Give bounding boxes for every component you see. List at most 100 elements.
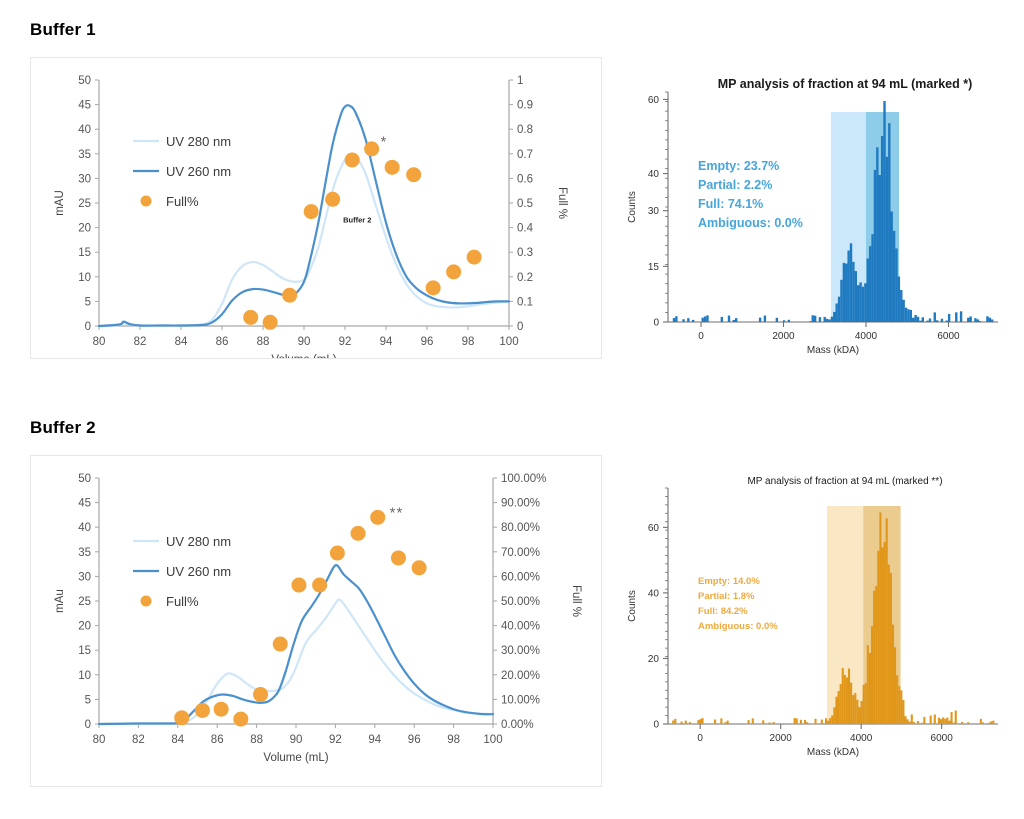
svg-text:92: 92 — [339, 336, 352, 348]
svg-text:Counts: Counts — [627, 590, 638, 622]
svg-text:20: 20 — [648, 654, 660, 665]
svg-text:60: 60 — [648, 95, 660, 106]
svg-text:6000: 6000 — [937, 331, 960, 342]
svg-text:90: 90 — [290, 734, 303, 746]
svg-text:30: 30 — [78, 571, 91, 583]
svg-text:82: 82 — [134, 336, 147, 348]
svg-text:10: 10 — [78, 272, 91, 284]
svg-text:2000: 2000 — [772, 331, 795, 342]
svg-text:35: 35 — [78, 547, 91, 559]
svg-text:86: 86 — [216, 336, 229, 348]
svg-text:4000: 4000 — [855, 331, 878, 342]
svg-text:15: 15 — [78, 645, 91, 657]
svg-text:0: 0 — [517, 321, 523, 333]
svg-text:0.9: 0.9 — [517, 100, 533, 112]
svg-text:MP analysis of fraction at 94: MP analysis of fraction at 94 mL (marked… — [718, 77, 973, 91]
svg-text:92: 92 — [329, 734, 342, 746]
svg-text:0: 0 — [653, 720, 659, 731]
svg-text:Counts: Counts — [627, 191, 638, 223]
svg-text:10: 10 — [78, 670, 91, 682]
svg-text:2000: 2000 — [770, 733, 793, 744]
chromatogram-panel-buffer-1: 0 5 10 15 20 25 30 35 40 45 50 0 0.1 0.2 0.3 0.4 0.5 0.6 0… — [30, 57, 602, 359]
svg-text:40.00%: 40.00% — [501, 621, 540, 633]
svg-text:50: 50 — [78, 75, 91, 87]
svg-text:Full %: Full % — [556, 187, 568, 219]
svg-text:45: 45 — [78, 498, 91, 510]
chromatogram-panel-buffer-2: 0 5 10 15 20 25 30 35 40 45 50 0.00% 10.00% 20.00% 30.… — [30, 455, 602, 787]
mp-chart-buffer-2: MP analysis of fraction at 94 mL (marked… — [627, 476, 998, 758]
svg-text:Empty: 23.7%: Empty: 23.7% — [698, 159, 779, 173]
svg-text:25: 25 — [78, 596, 91, 608]
svg-text:100: 100 — [483, 734, 502, 746]
mp-chart-buffer-1: MP analysis of fraction at 94 mL (marked… — [627, 77, 998, 356]
svg-text:20: 20 — [78, 621, 91, 633]
svg-text:Mass (kDA): Mass (kDA) — [807, 747, 859, 758]
svg-text:40: 40 — [648, 169, 660, 180]
chromatogram-chart-buffer-2: 0 5 10 15 20 25 30 35 40 45 50 0.00% 10.00% 20.00% 30.… — [54, 473, 582, 764]
svg-text:UV 280 nm: UV 280 nm — [166, 534, 231, 549]
svg-text:94: 94 — [368, 734, 381, 746]
svg-text:MP analysis of fraction at 94: MP analysis of fraction at 94 mL (marked… — [747, 476, 942, 487]
svg-text:Empty: 14.0%: Empty: 14.0% — [698, 576, 760, 587]
svg-text:Mass (kDA): Mass (kDA) — [807, 345, 859, 356]
svg-text:5: 5 — [85, 296, 91, 308]
section-heading-buffer-2: Buffer 2 — [30, 418, 96, 437]
svg-text:84: 84 — [171, 734, 184, 746]
svg-text:30: 30 — [78, 173, 91, 185]
svg-text:60.00%: 60.00% — [501, 571, 540, 583]
svg-text:0: 0 — [85, 321, 91, 333]
svg-text:Buffer 2: Buffer 2 — [343, 216, 371, 225]
svg-text:40: 40 — [78, 522, 91, 534]
svg-text:Volume (mL): Volume (mL) — [271, 354, 336, 358]
svg-text:Full %: Full % — [570, 585, 582, 617]
svg-text:Partial: 1.8%: Partial: 1.8% — [698, 591, 755, 602]
svg-text:Volume (mL): Volume (mL) — [263, 752, 328, 764]
svg-text:Partial: 2.2%: Partial: 2.2% — [698, 178, 772, 192]
svg-text:6000: 6000 — [931, 733, 954, 744]
svg-text:82: 82 — [132, 734, 145, 746]
svg-text:0: 0 — [697, 733, 703, 744]
svg-text:20: 20 — [78, 223, 91, 235]
svg-text:mAu: mAu — [54, 589, 66, 613]
svg-text:86: 86 — [211, 734, 224, 746]
svg-text:40: 40 — [648, 588, 660, 599]
svg-text:Ambiguous: 0.0%: Ambiguous: 0.0% — [698, 621, 778, 632]
svg-text:40: 40 — [78, 124, 91, 136]
svg-text:0.3: 0.3 — [517, 247, 533, 259]
svg-text:0: 0 — [698, 331, 704, 342]
svg-text:1: 1 — [517, 75, 523, 87]
svg-text:35: 35 — [78, 149, 91, 161]
svg-text:25: 25 — [78, 198, 91, 210]
svg-text:94: 94 — [380, 336, 393, 348]
svg-text:4000: 4000 — [850, 733, 873, 744]
svg-text:88: 88 — [257, 336, 270, 348]
svg-text:Full%: Full% — [166, 194, 199, 209]
mp-panel-buffer-1: MP analysis of fraction at 94 mL (marked… — [620, 70, 1020, 360]
svg-text:100: 100 — [499, 336, 518, 348]
svg-text:Full%: Full% — [166, 594, 199, 609]
svg-text:20.00%: 20.00% — [501, 670, 540, 682]
svg-text:Full: 84.2%: Full: 84.2% — [698, 606, 748, 617]
svg-text:UV 280 nm: UV 280 nm — [166, 134, 231, 149]
svg-text:15: 15 — [648, 262, 660, 273]
svg-text:0: 0 — [85, 719, 91, 731]
svg-text:UV 260 nm: UV 260 nm — [166, 564, 231, 579]
svg-text:*: * — [381, 133, 388, 150]
svg-text:88: 88 — [250, 734, 263, 746]
svg-text:80: 80 — [93, 734, 106, 746]
svg-text:10.00%: 10.00% — [501, 694, 540, 706]
svg-text:Full: 74.1%: Full: 74.1% — [698, 197, 763, 211]
svg-text:98: 98 — [462, 336, 475, 348]
svg-text:96: 96 — [421, 336, 434, 348]
svg-text:15: 15 — [78, 247, 91, 259]
svg-text:0.7: 0.7 — [517, 149, 533, 161]
mp-panel-buffer-2: MP analysis of fraction at 94 mL (marked… — [620, 462, 1020, 772]
svg-text:50: 50 — [78, 473, 91, 485]
svg-text:50.00%: 50.00% — [501, 596, 540, 608]
svg-text:90: 90 — [298, 336, 311, 348]
svg-text:84: 84 — [175, 336, 188, 348]
chromatogram-chart-buffer-1: 0 5 10 15 20 25 30 35 40 45 50 0 0.1 0.2 0.3 0.4 0.5 0.6 0… — [54, 75, 568, 358]
svg-text:0.6: 0.6 — [517, 173, 533, 185]
svg-text:45: 45 — [78, 100, 91, 112]
svg-text:UV 260 nm: UV 260 nm — [166, 164, 231, 179]
